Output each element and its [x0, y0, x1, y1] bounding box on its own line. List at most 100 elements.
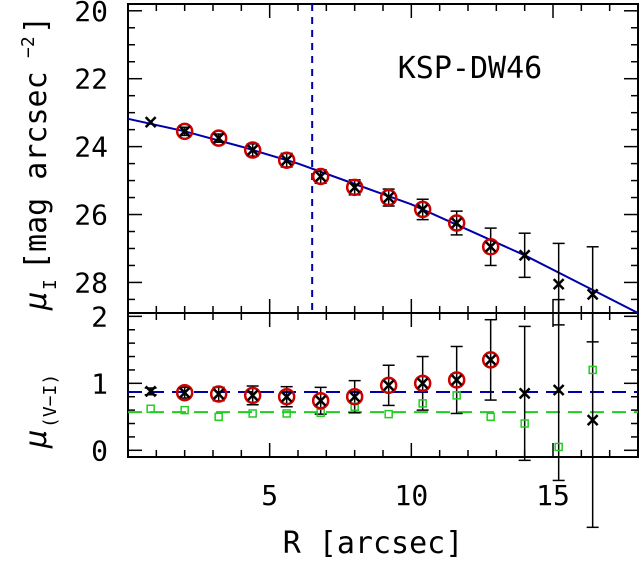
x-marker-stroke	[484, 240, 497, 253]
x-marker	[280, 154, 293, 167]
x-marker-stroke	[314, 394, 327, 407]
x-marker-stroke	[552, 384, 565, 396]
x-marker-stroke	[382, 191, 395, 204]
circle-marker	[209, 129, 228, 147]
panel-label: KSP-DW46	[398, 51, 543, 86]
top-y-tick-label: 26	[74, 199, 108, 232]
circle-marker	[243, 386, 262, 405]
x-marker	[484, 353, 497, 366]
square-marker	[146, 404, 155, 414]
circle-marker	[243, 141, 262, 159]
x-marker-stroke	[178, 125, 191, 138]
square-marker	[588, 365, 597, 375]
x-marker	[314, 170, 327, 183]
x-marker-stroke	[348, 390, 361, 403]
circle-marker	[481, 351, 500, 369]
square-marker	[180, 405, 189, 415]
x-marker-stroke	[416, 203, 429, 216]
x-tick-label: 15	[536, 479, 570, 512]
top-y-axis-close: ]	[19, 16, 54, 34]
square-marker	[554, 442, 563, 452]
circle-marker	[345, 178, 364, 197]
circle-marker	[311, 391, 330, 410]
x-marker-stroke	[450, 217, 463, 229]
square-marker	[452, 391, 461, 400]
x-marker	[518, 387, 531, 400]
x-marker-stroke	[178, 386, 191, 399]
top-y-tick-label: 22	[74, 63, 108, 96]
x-marker	[484, 240, 497, 253]
x-marker	[280, 390, 293, 403]
top-y-axis-unit: [mag arcsec	[19, 71, 54, 270]
x-marker-stroke	[586, 414, 599, 427]
x-marker-stroke	[382, 379, 395, 392]
x-marker-stroke	[212, 132, 225, 145]
x-marker	[348, 181, 361, 194]
x-marker-stroke	[144, 116, 157, 129]
x-tick-label: 5	[261, 479, 278, 512]
square-marker	[214, 412, 223, 422]
x-marker-stroke	[586, 288, 599, 301]
x-marker	[552, 384, 565, 396]
circle-marker	[209, 385, 228, 403]
profile-fit-line	[127, 117, 639, 314]
x-marker	[314, 394, 327, 407]
x-marker-stroke	[450, 374, 463, 386]
x-marker-stroke	[280, 154, 293, 167]
circle-marker	[311, 167, 330, 186]
circle-marker	[345, 387, 364, 406]
reference-line-layer	[127, 4, 639, 414]
top-y-axis-title: μ I [mag arcsec −2 ]	[18, 16, 61, 311]
x-marker	[586, 414, 599, 427]
x-marker-stroke	[518, 249, 531, 262]
data-point-layer	[144, 116, 599, 452]
tick-layer	[128, 4, 638, 457]
x-marker	[178, 125, 191, 138]
top-y-tick-label: 20	[74, 0, 108, 28]
x-marker	[586, 288, 599, 301]
x-marker-stroke	[348, 181, 361, 194]
bottom-panel-frame	[127, 312, 639, 458]
x-marker	[518, 249, 531, 262]
x-marker	[212, 388, 225, 400]
x-marker	[382, 191, 395, 204]
top-y-axis-exponent: −2	[18, 36, 39, 58]
x-marker-stroke	[518, 387, 531, 400]
x-marker-stroke	[314, 170, 327, 183]
circle-marker	[447, 214, 466, 232]
bottom-y-axis-mu: μ	[19, 430, 54, 449]
x-marker-stroke	[144, 385, 157, 398]
x-marker-stroke	[280, 390, 293, 403]
x-marker	[416, 203, 429, 216]
top-y-axis-subscript: I	[40, 279, 61, 290]
circle-marker	[379, 188, 398, 207]
circle-marker	[481, 238, 500, 256]
x-marker	[348, 390, 361, 403]
circle-marker	[175, 122, 194, 141]
x-marker	[144, 385, 157, 398]
x-marker-stroke	[246, 389, 259, 402]
bottom-y-tick-label: 2	[91, 300, 108, 333]
x-marker	[144, 116, 157, 129]
bottom-y-tick-label: 1	[91, 367, 108, 400]
x-marker	[552, 278, 565, 291]
top-y-tick-label: 24	[74, 131, 108, 164]
x-marker	[382, 379, 395, 392]
square-marker	[486, 412, 495, 422]
x-tick-label: 10	[394, 479, 428, 512]
top-panel-frame	[127, 3, 639, 314]
top-y-axis-mu: μ	[19, 292, 54, 311]
x-marker-stroke	[416, 377, 429, 390]
circle-marker	[277, 151, 296, 169]
square-marker	[418, 399, 427, 408]
square-marker	[384, 409, 393, 419]
x-marker	[246, 144, 259, 156]
circle-marker	[175, 383, 194, 402]
circle-marker	[379, 376, 398, 395]
bottom-y-axis-title: μ (V−I)	[19, 374, 61, 449]
circle-marker	[413, 374, 432, 393]
x-axis-title: R [arcsec]	[283, 526, 464, 561]
label-layer: KSP-DW46 R [arcsec] μ I [mag arcsec −2 ]…	[18, 0, 570, 561]
x-marker	[450, 217, 463, 229]
